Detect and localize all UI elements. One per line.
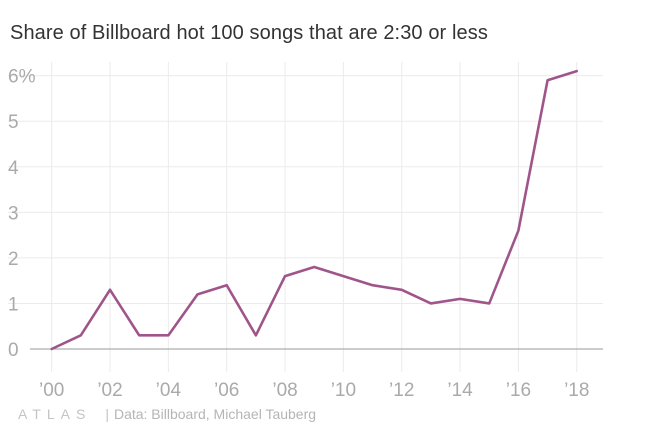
y-tick-label: 5 — [8, 112, 19, 133]
tick-labels: 0 1 2 3 4 5 6% ’00 ’02 ’04 ’06 ’08 ’10 ’12 ’14 ’16 ’18 — [8, 67, 589, 401]
x-tick-label: ’04 — [156, 380, 182, 401]
grid-lines — [8, 62, 603, 372]
y-tick-label: 6% — [8, 67, 36, 88]
source-separator: | — [105, 406, 109, 422]
x-tick-label: ’16 — [506, 380, 531, 401]
x-tick-label: ’08 — [272, 380, 297, 401]
chart-title: Share of Billboard hot 100 songs that ar… — [10, 22, 488, 44]
y-tick-label: 3 — [8, 203, 19, 224]
source-credit: Data: Billboard, Michael Tauberg — [113, 406, 317, 422]
x-tick-label: ’00 — [39, 380, 64, 401]
x-tick-label: ’18 — [564, 380, 589, 401]
y-tick-label: 4 — [8, 158, 19, 179]
atlas-logo: ATLAS — [18, 406, 92, 422]
x-tick-label: ’02 — [97, 380, 122, 401]
y-tick-label: 1 — [8, 294, 19, 315]
y-tick-label: 2 — [8, 249, 19, 270]
x-tick-label: ’14 — [447, 380, 473, 401]
series-line — [50, 69, 579, 351]
series-layer — [50, 69, 579, 351]
y-tick-label: 0 — [8, 340, 19, 361]
chart-footer: ATLAS | Data: Billboard, Michael Tauberg — [18, 404, 316, 424]
x-tick-label: ’12 — [389, 380, 414, 401]
x-tick-label: ’10 — [331, 380, 356, 401]
x-tick-label: ’06 — [214, 380, 239, 401]
